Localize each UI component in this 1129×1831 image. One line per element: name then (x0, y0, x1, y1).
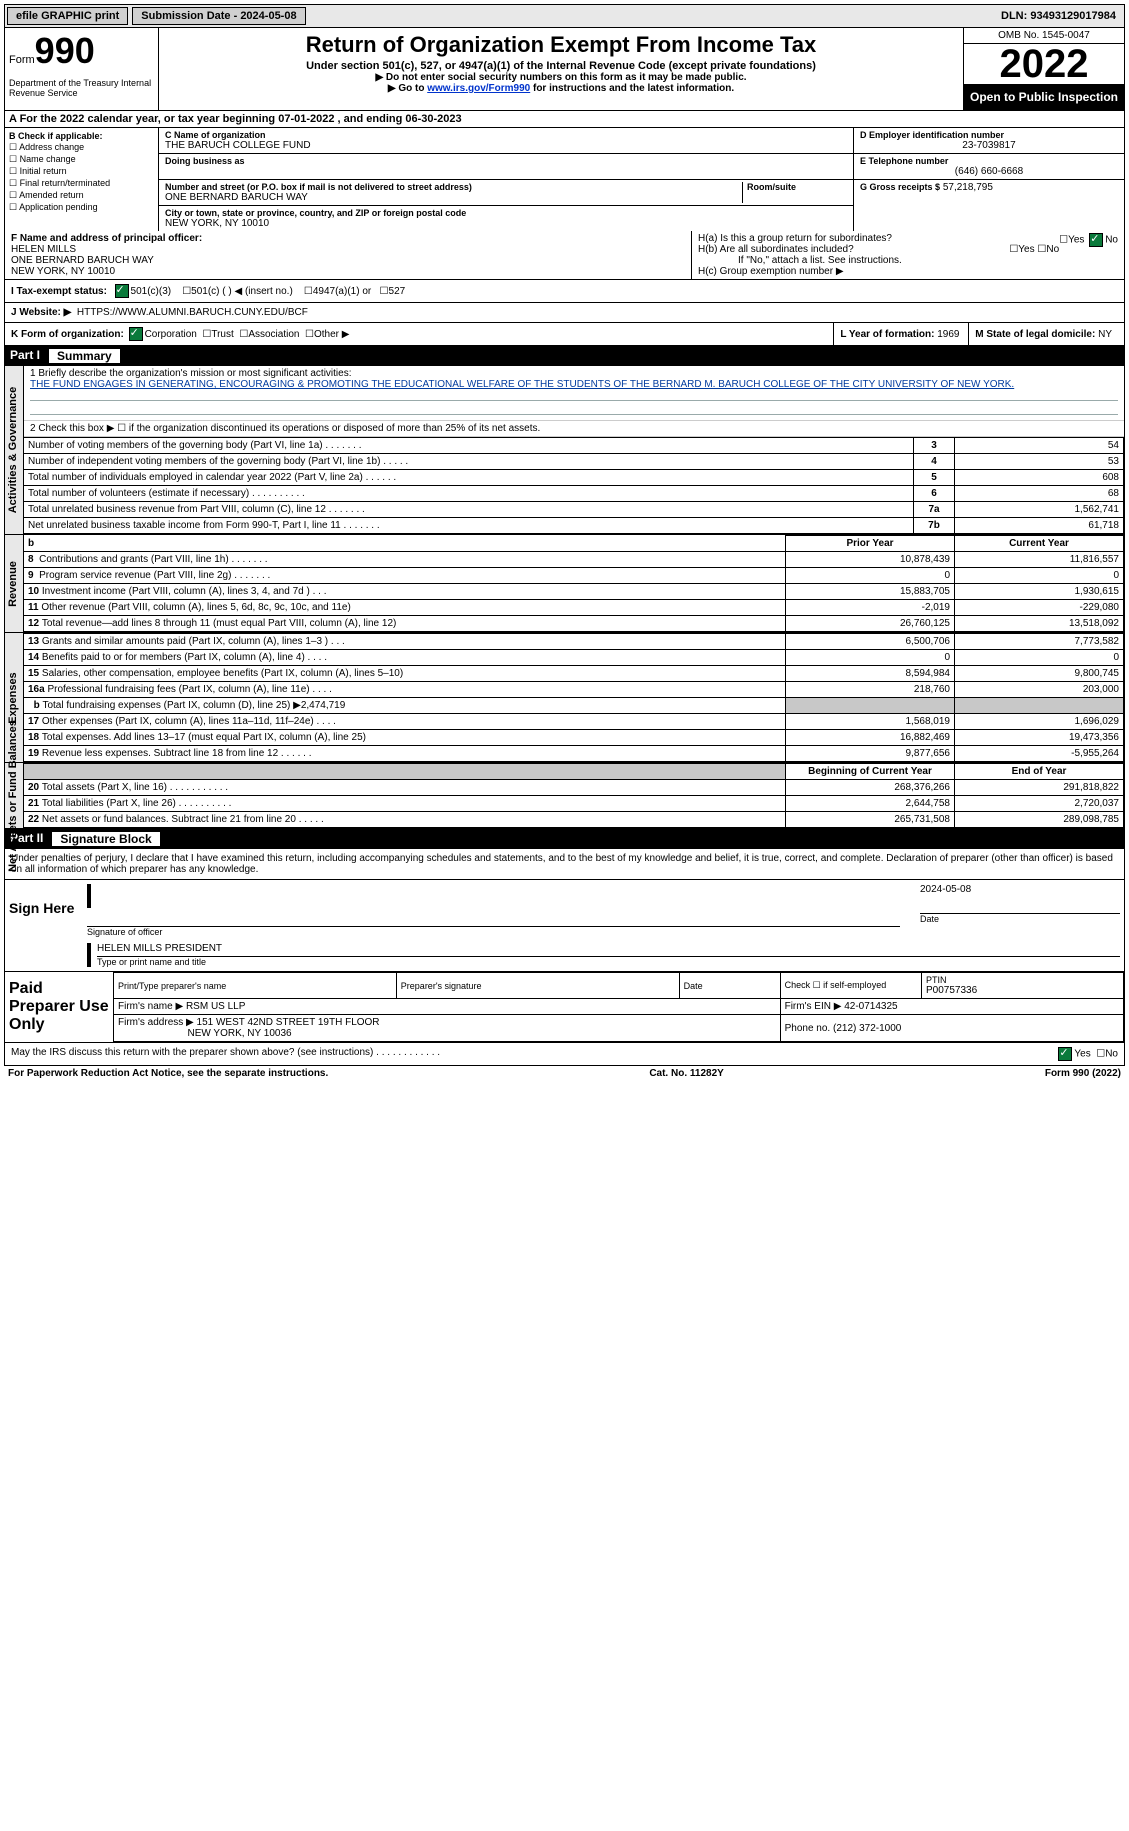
open-to-public: Open to Public Inspection (964, 84, 1124, 110)
perjury-declaration: Under penalties of perjury, I declare th… (4, 849, 1125, 880)
firm-phone: (212) 372-1000 (833, 1023, 901, 1034)
state-domicile: NY (1098, 329, 1112, 340)
calendar-year-line: A For the 2022 calendar year, or tax yea… (4, 111, 1125, 128)
org-name: THE BARUCH COLLEGE FUND (165, 140, 847, 151)
dln-label: DLN: 93493129017984 (1001, 10, 1124, 22)
gross-receipts: 57,218,795 (943, 182, 993, 193)
firm-ein: 42-0714325 (844, 1001, 897, 1012)
ptin: P00757336 (926, 985, 1119, 996)
header-info-grid: B Check if applicable: ☐ Address change … (4, 128, 1125, 231)
section-c: C Name of organization THE BARUCH COLLEG… (158, 128, 853, 231)
checkbox-discuss-yes[interactable] (1058, 1047, 1072, 1061)
section-j-website: J Website: ▶ HTTPS://WWW.ALUMNI.BARUCH.C… (4, 303, 1125, 323)
activities-governance-section: Activities & Governance 1 Briefly descri… (4, 366, 1125, 535)
governance-table: Number of voting members of the governin… (24, 437, 1124, 534)
paid-preparer-block: Paid Preparer Use Only Print/Type prepar… (4, 972, 1125, 1043)
expenses-section: Expenses 13 Grants and similar amounts p… (4, 633, 1125, 763)
revenue-section: Revenue bPrior YearCurrent Year 8 Contri… (4, 535, 1125, 633)
irs-link[interactable]: www.irs.gov/Form990 (427, 83, 530, 94)
discuss-row: May the IRS discuss this return with the… (4, 1043, 1125, 1066)
mission-text: THE FUND ENGAGES IN GENERATING, ENCOURAG… (30, 379, 1118, 390)
part-ii-header: Part II Signature Block (4, 829, 1125, 849)
firm-name: RSM US LLP (186, 1001, 245, 1012)
subtitle-2: ▶ Do not enter social security numbers o… (161, 72, 961, 83)
section-i-tax-status: I Tax-exempt status: 501(c)(3) ☐ 501(c) … (4, 280, 1125, 303)
officer-name: HELEN MILLS (11, 244, 685, 255)
submission-date-button[interactable]: Submission Date - 2024-05-08 (132, 7, 305, 25)
ein: 23-7039817 (860, 140, 1118, 151)
signature-date: 2024-05-08 (920, 884, 1120, 895)
net-assets-section: Net Assets or Fund Balances Beginning of… (4, 763, 1125, 829)
officer-name-title: HELEN MILLS PRESIDENT (97, 943, 1120, 954)
part-i-header: Part I Summary (4, 346, 1125, 366)
year-formation: 1969 (937, 329, 959, 340)
section-d-e-g: D Employer identification number 23-7039… (853, 128, 1124, 231)
tax-year: 2022 (964, 44, 1124, 84)
form-number: Form990 (9, 30, 154, 72)
sign-here-block: Sign Here Signature of officer 2024-05-0… (4, 880, 1125, 972)
phone: (646) 660-6668 (860, 166, 1118, 177)
subtitle-1: Under section 501(c), 527, or 4947(a)(1)… (161, 60, 961, 72)
checkbox-501c3[interactable] (115, 284, 129, 298)
street-address: ONE BERNARD BARUCH WAY (165, 192, 742, 203)
checkbox-no[interactable] (1089, 233, 1103, 247)
form-header: Form990 Department of the Treasury Inter… (4, 28, 1125, 111)
efile-print-button[interactable]: efile GRAPHIC print (7, 7, 128, 25)
checkbox-corporation[interactable] (129, 327, 143, 341)
page-footer: For Paperwork Reduction Act Notice, see … (4, 1066, 1125, 1081)
section-b: B Check if applicable: ☐ Address change … (5, 128, 158, 231)
city-state-zip: NEW YORK, NY 10010 (165, 218, 847, 229)
top-bar: efile GRAPHIC print Submission Date - 20… (4, 4, 1125, 28)
subtitle-3: ▶ Go to www.irs.gov/Form990 for instruct… (161, 83, 961, 94)
section-k-l-m: K Form of organization: Corporation ☐ Tr… (4, 323, 1125, 346)
section-f-h: F Name and address of principal officer:… (4, 231, 1125, 280)
form-title: Return of Organization Exempt From Incom… (161, 32, 961, 58)
dept-label: Department of the Treasury Internal Reve… (9, 78, 154, 98)
website-url: HTTPS://WWW.ALUMNI.BARUCH.CUNY.EDU/BCF (77, 307, 308, 318)
